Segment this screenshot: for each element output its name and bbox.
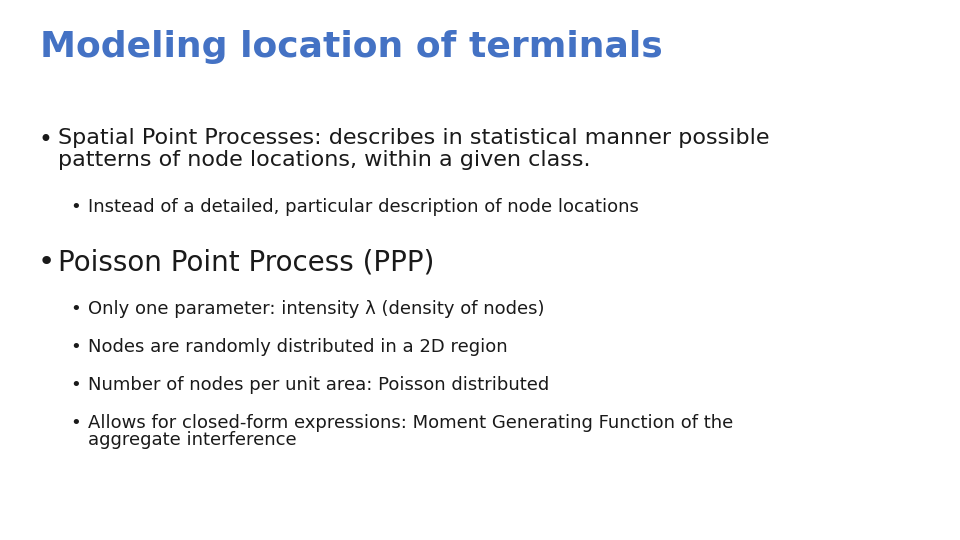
Text: Allows for closed-form expressions: Moment Generating Function of the: Allows for closed-form expressions: Mome… xyxy=(88,414,733,432)
Text: Modeling location of terminals: Modeling location of terminals xyxy=(40,30,662,64)
Text: patterns of node locations, within a given class.: patterns of node locations, within a giv… xyxy=(58,150,590,170)
Text: •: • xyxy=(38,128,52,152)
Text: •: • xyxy=(70,300,81,318)
Text: Nodes are randomly distributed in a 2D region: Nodes are randomly distributed in a 2D r… xyxy=(88,338,508,356)
Text: •: • xyxy=(70,414,81,432)
Text: Spatial Point Processes: describes in statistical manner possible: Spatial Point Processes: describes in st… xyxy=(58,128,770,148)
Text: •: • xyxy=(70,338,81,356)
Text: Number of nodes per unit area: Poisson distributed: Number of nodes per unit area: Poisson d… xyxy=(88,376,549,394)
Text: Only one parameter: intensity λ (density of nodes): Only one parameter: intensity λ (density… xyxy=(88,300,544,318)
Text: Poisson Point Process (PPP): Poisson Point Process (PPP) xyxy=(58,248,434,276)
Text: •: • xyxy=(38,248,56,276)
Text: aggregate interference: aggregate interference xyxy=(88,431,297,449)
Text: •: • xyxy=(70,198,81,216)
Text: •: • xyxy=(70,376,81,394)
Text: Instead of a detailed, particular description of node locations: Instead of a detailed, particular descri… xyxy=(88,198,638,216)
